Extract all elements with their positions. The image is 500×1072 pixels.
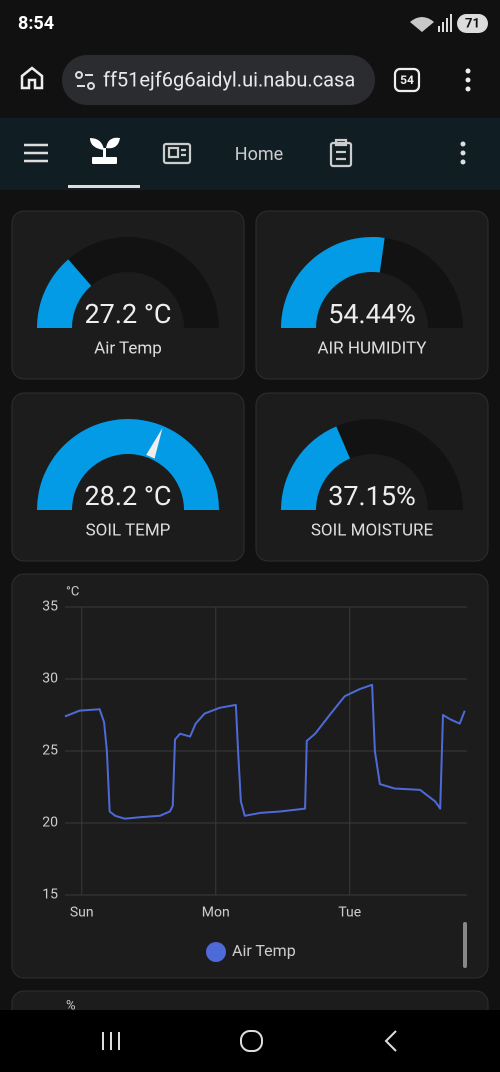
tab-count: 54 — [400, 73, 414, 87]
gauge-name: SOIL TEMP — [86, 520, 171, 540]
home-nav-button[interactable] — [240, 1030, 263, 1052]
log-tab[interactable] — [329, 138, 353, 168]
y-tick-label: 35 — [42, 599, 58, 615]
y-tick-label: 30 — [42, 671, 58, 687]
line-series — [64, 683, 466, 820]
back-button[interactable] — [384, 1030, 397, 1052]
legend-label: Air Temp — [232, 941, 296, 960]
url: ff51ejf6g6aidyl.ui.nabu.casa — [103, 67, 355, 91]
header-menu[interactable] — [460, 141, 466, 165]
gauge-name: SOIL MOISTURE — [311, 520, 434, 540]
gauge-value — [281, 237, 385, 328]
gauge-card — [11, 392, 245, 562]
gauge-card — [11, 210, 245, 380]
gauge-value — [37, 259, 92, 328]
gauge-value — [281, 426, 351, 510]
x-tick-label: Tue — [338, 905, 361, 921]
browser-menu[interactable] — [465, 68, 471, 92]
signal-icons — [410, 14, 452, 32]
scrollbar — [463, 922, 467, 968]
gauge-value-label: 27.2 °C — [85, 298, 172, 330]
y-tick-label: 15 — [42, 887, 58, 903]
site-settings-icon[interactable] — [75, 71, 95, 90]
gauge-value-label: 37.15% — [328, 480, 416, 512]
menu-button[interactable] — [24, 143, 48, 163]
next-card-unit: % — [66, 998, 76, 1013]
battery-level: 71 — [465, 16, 480, 31]
gauge-card — [255, 210, 489, 380]
active-tab-indicator — [68, 185, 140, 188]
gauge-value-label: 28.2 °C — [85, 480, 172, 512]
plant-tab[interactable] — [90, 137, 120, 164]
gauge-value-label: 54.44% — [328, 298, 416, 330]
home-tab[interactable]: Home — [235, 144, 283, 165]
recents-button[interactable] — [102, 1032, 120, 1050]
clock: 8:54 — [18, 13, 54, 34]
chart: 15 20 25 30 35 Sun Mon Tue Air Temp — [42, 599, 467, 962]
x-tick-label: Mon — [202, 905, 230, 921]
x-tick-label: Sun — [70, 905, 94, 921]
app-header — [0, 118, 500, 190]
gauge-severity — [37, 419, 219, 510]
y-tick-label: 20 — [42, 815, 58, 831]
gauge-needle — [146, 427, 163, 459]
battery — [457, 14, 488, 33]
dashboard-tab[interactable] — [162, 142, 192, 165]
system-nav — [0, 1010, 500, 1072]
gauge-cards: 27.2 °C Air Temp 54.44% AIR HUMIDITY 28.2 °C… — [11, 210, 489, 562]
tabs-button[interactable] — [393, 67, 421, 93]
home-button[interactable] — [20, 66, 44, 90]
y-axis-unit: °C — [66, 584, 79, 599]
gauge-name: Air Temp — [94, 338, 162, 358]
gauge-card — [255, 392, 489, 562]
legend-swatch — [206, 942, 226, 962]
gauge-name: AIR HUMIDITY — [317, 338, 427, 358]
chart-card — [11, 573, 489, 979]
gauge-track — [37, 237, 219, 328]
url-bar[interactable] — [62, 55, 375, 105]
y-tick-label: 25 — [42, 743, 58, 759]
